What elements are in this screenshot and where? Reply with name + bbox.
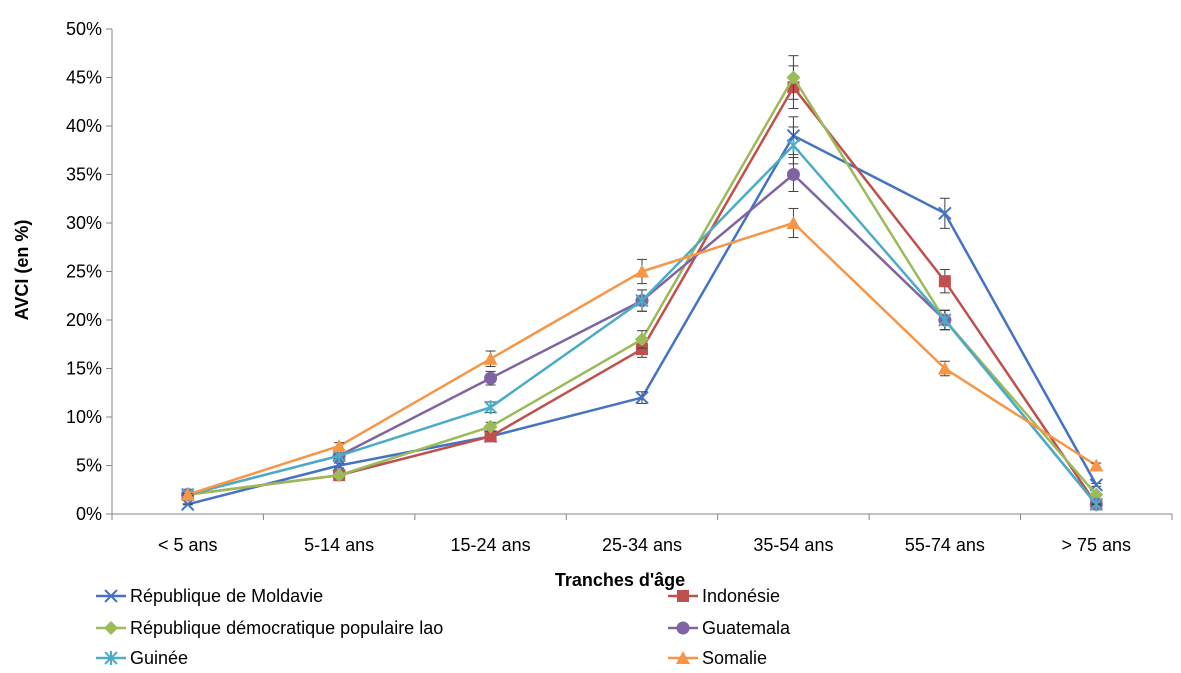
data-point [1089, 458, 1104, 472]
x-tick-label: 35-54 ans [753, 535, 833, 555]
data-point [937, 361, 952, 375]
x-tick-label: 15-24 ans [451, 535, 531, 555]
x-tick-label: 5-14 ans [304, 535, 374, 555]
data-point [938, 206, 952, 221]
data-point [484, 430, 497, 443]
legend-item: Guatemala [668, 618, 791, 638]
data-point [635, 332, 649, 347]
legend-marker [676, 651, 690, 664]
data-point [786, 168, 800, 181]
legend-label: République de Moldavie [130, 586, 323, 606]
data-point [635, 264, 649, 278]
legend-label: Guatemala [702, 618, 791, 638]
data-point [483, 351, 498, 365]
legend-label: Somalie [702, 648, 767, 668]
y-tick-label: 5% [76, 456, 102, 476]
data-point [636, 343, 648, 356]
y-tick-label: 25% [66, 262, 102, 282]
x-axis-title: Tranches d'âge [555, 570, 685, 590]
legend-item: Guinée [96, 648, 188, 668]
series-indonesie [181, 65, 1103, 511]
y-tick-label: 10% [66, 407, 102, 427]
legend-marker [677, 590, 689, 602]
legend: République de Moldavie Indonésie Républiqu… [96, 586, 791, 668]
y-tick-label: 40% [66, 116, 102, 136]
data-point [786, 216, 801, 229]
y-tick-label: 35% [66, 165, 102, 185]
y-tick-label: 15% [66, 359, 102, 379]
data-point [1089, 497, 1103, 512]
legend-marker [104, 651, 118, 665]
y-tick-label: 0% [76, 504, 102, 524]
data-point [635, 293, 649, 308]
data-point [938, 313, 952, 327]
data-point [180, 487, 195, 501]
legend-label: Guinée [130, 648, 188, 668]
legend-marker [104, 621, 118, 635]
data-point [484, 371, 498, 385]
data-point [786, 70, 801, 85]
legend-label: Indonésie [702, 586, 780, 606]
data-point [332, 468, 347, 483]
y-tick-label: 45% [66, 68, 102, 88]
y-tick-label: 30% [66, 213, 102, 233]
legend-marker [676, 621, 690, 635]
series-line [187, 76, 1098, 496]
x-tick-label: 25-34 ans [602, 535, 682, 555]
legend-item: Somalie [668, 648, 767, 668]
series-guinee [181, 126, 1103, 512]
y-axis-title: AVCI (en %) [12, 220, 32, 321]
x-tick-label: < 5 ans [158, 535, 218, 555]
x-tick-label: > 75 ans [1062, 535, 1132, 555]
series-line [187, 134, 1098, 506]
y-tick-label: 20% [66, 310, 102, 330]
legend-item: République démocratique populaire lao [96, 618, 443, 638]
data-point [635, 390, 649, 405]
data-point [786, 138, 801, 153]
data-point [938, 275, 951, 288]
x-tick-label: 55-74 ans [905, 535, 985, 555]
series-somalie [180, 207, 1104, 501]
data-point [483, 400, 498, 415]
y-tick-label: 50% [66, 19, 102, 39]
data-point [483, 419, 498, 434]
legend-marker [104, 589, 118, 603]
legend-item: République de Moldavie [96, 586, 323, 606]
legend-item: Indonésie [668, 586, 780, 606]
data-point [332, 439, 347, 453]
legend-label: République démocratique populaire lao [130, 618, 443, 638]
